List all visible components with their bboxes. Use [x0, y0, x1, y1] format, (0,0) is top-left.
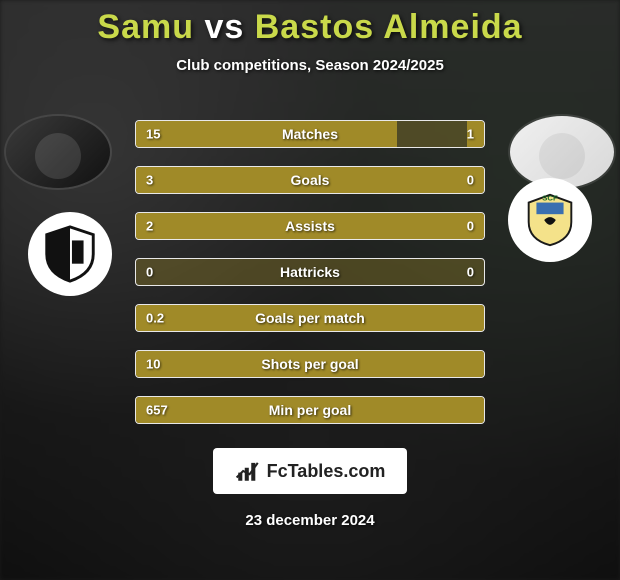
bar-value-right: 0 — [467, 265, 474, 280]
content: Samu vs Bastos Almeida Club competitions… — [0, 0, 620, 529]
logo-text: FcTables.com — [267, 461, 386, 482]
bar-value-right: 0 — [467, 173, 474, 188]
shield-icon: SCF — [519, 189, 581, 251]
bar-value-left: 0 — [146, 265, 153, 280]
bar-value-left: 0.2 — [146, 311, 164, 326]
bar-value-left: 657 — [146, 403, 168, 418]
shield-icon — [39, 223, 101, 285]
bar-value-right: 1 — [467, 127, 474, 142]
bar-label: Min per goal — [269, 402, 351, 418]
bar-row: 3 0 Goals — [135, 166, 485, 194]
bar-value-left: 3 — [146, 173, 153, 188]
bar-row: 15 1 Matches — [135, 120, 485, 148]
bar-row: 10 Shots per goal — [135, 350, 485, 378]
bar-value-left: 2 — [146, 219, 153, 234]
date-text: 23 december 2024 — [245, 512, 374, 529]
bar-label: Shots per goal — [261, 356, 358, 372]
bar-fill-left — [136, 121, 397, 147]
bar-row: 657 Min per goal — [135, 396, 485, 424]
bar-row: 0.2 Goals per match — [135, 304, 485, 332]
bar-label: Hattricks — [280, 264, 340, 280]
comparison-card: Samu vs Bastos Almeida Club competitions… — [0, 0, 620, 580]
bar-value-right: 0 — [467, 219, 474, 234]
title-vs: vs — [204, 8, 244, 46]
page-title: Samu vs Bastos Almeida — [97, 8, 522, 47]
player2-photo — [510, 116, 614, 188]
bar-row: 0 0 Hattricks — [135, 258, 485, 286]
bar-row: 2 0 Assists — [135, 212, 485, 240]
svg-text:SCF: SCF — [542, 194, 558, 203]
bar-label: Goals — [291, 172, 330, 188]
bar-label: Goals per match — [255, 310, 365, 326]
title-player2: Bastos Almeida — [255, 8, 523, 46]
subtitle: Club competitions, Season 2024/2025 — [176, 57, 444, 74]
player1-photo — [6, 116, 110, 188]
bar-value-left: 10 — [146, 357, 160, 372]
club-badge-right: SCF — [508, 178, 592, 262]
bar-value-left: 15 — [146, 127, 160, 142]
title-player1: Samu — [97, 8, 194, 46]
person-silhouette-icon — [35, 133, 81, 179]
fctables-logo: FcTables.com — [213, 448, 408, 494]
bar-label: Assists — [285, 218, 335, 234]
comparison-bars: 15 1 Matches 3 0 Goals 2 0 Assists 0 0 Hattricks 0.2… — [135, 120, 485, 424]
bar-chart-icon — [235, 458, 261, 484]
person-silhouette-icon — [539, 133, 585, 179]
club-badge-left — [28, 212, 112, 296]
bar-label: Matches — [282, 126, 338, 142]
